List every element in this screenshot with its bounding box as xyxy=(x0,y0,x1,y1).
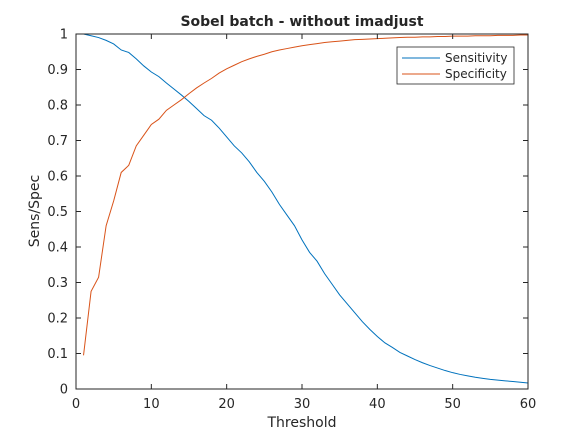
plot-background xyxy=(76,34,528,389)
x-tick-label: 10 xyxy=(143,397,160,412)
y-tick-label: 0.3 xyxy=(47,276,68,291)
y-tick-label: 0.9 xyxy=(47,63,68,78)
y-tick-label: 0.7 xyxy=(47,134,68,149)
x-tick-label: 0 xyxy=(72,397,80,412)
y-tick-label: 0 xyxy=(60,383,68,398)
legend: Sensitivity Specificity xyxy=(396,46,515,85)
series-layer xyxy=(83,33,529,384)
y-axis: 0 0.1 0.2 0.3 0.4 0.5 0.6 0.7 0.8 0.9 1 xyxy=(47,28,528,398)
x-tick-label: 20 xyxy=(218,397,235,412)
y-tick-label: 0.5 xyxy=(47,205,68,220)
y-axis-label: Sens/Spec xyxy=(27,175,43,247)
y-tick-label: 1 xyxy=(60,28,68,43)
x-tick-label: 30 xyxy=(294,397,311,412)
y-tick-label: 0.2 xyxy=(47,312,68,327)
series-line-specificity xyxy=(83,34,528,356)
legend-label-specificity: Specificity xyxy=(445,67,507,81)
x-tick-label: 40 xyxy=(369,397,386,412)
y-tick-label: 0.4 xyxy=(47,241,68,256)
legend-label-sensitivity: Sensitivity xyxy=(445,51,507,65)
y-tick-label: 0.1 xyxy=(47,347,68,362)
y-tick-label: 0.6 xyxy=(47,170,68,185)
x-tick-label: 60 xyxy=(520,397,537,412)
legend-box xyxy=(396,46,515,85)
x-tick-label: 50 xyxy=(444,397,461,412)
x-axis: 0 10 20 30 40 50 60 xyxy=(72,34,536,412)
chart-title: Sobel batch - without imadjust xyxy=(180,14,423,30)
series-line-sensitivity xyxy=(83,33,529,384)
x-axis-label: Threshold xyxy=(267,415,337,431)
y-tick-label: 0.8 xyxy=(47,99,68,114)
